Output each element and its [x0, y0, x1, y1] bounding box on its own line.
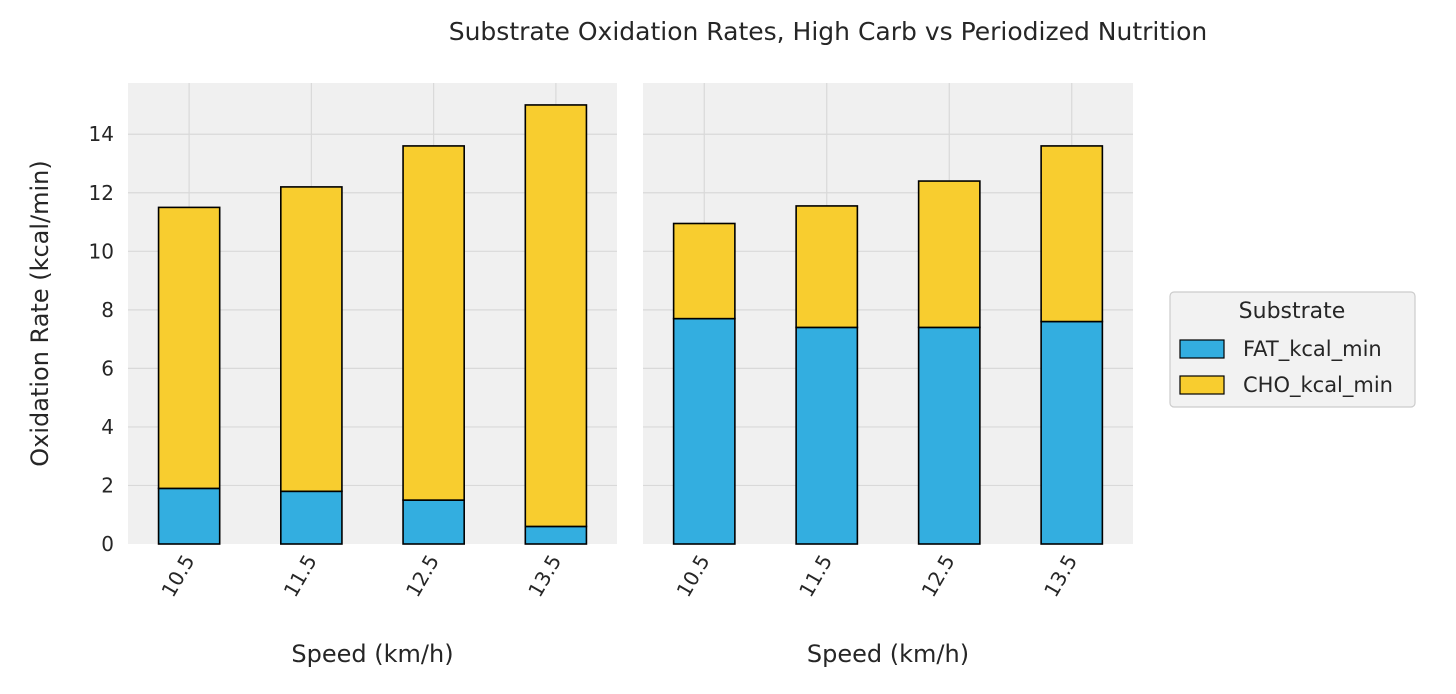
bar-cho-kcal-min-12-5: [917, 180, 981, 329]
bar-fat-kcal-min-12-5: [402, 499, 465, 545]
legend-box: [1169, 291, 1416, 408]
chart-title: Substrate Oxidation Rates, High Carb vs …: [449, 17, 1208, 46]
bar-cho-kcal-min-10-5: [157, 206, 221, 490]
legend-swatch-fat: [1179, 339, 1225, 359]
bar-cho-kcal-min-11-5: [280, 186, 343, 493]
y-tick-label: 10: [89, 239, 114, 263]
y-tick-label: 12: [89, 181, 114, 205]
y-tick-label: 4: [101, 415, 114, 439]
y-tick-label: 14: [89, 122, 114, 146]
legend: Substrate FAT_kcal_min CHO_kcal_min: [1169, 291, 1416, 408]
bars: [672, 145, 1104, 545]
bar-fat-kcal-min-10-5: [157, 487, 221, 545]
y-tick-label: 0: [101, 532, 114, 556]
bar-cho-kcal-min-13-5: [1040, 145, 1104, 323]
bar-cho-kcal-min-11-5: [795, 205, 859, 329]
bar-fat-kcal-min-11-5: [280, 490, 343, 545]
bar-fat-kcal-min-10-5: [672, 317, 736, 545]
x-axis-label: Speed (km/h): [291, 640, 453, 668]
bar-fat-kcal-min-12-5: [917, 326, 981, 545]
bar-cho-kcal-min-12-5: [402, 145, 465, 501]
y-axis-label: Oxidation Rate (kcal/min): [26, 160, 54, 467]
y-tick-labels: 0 2 4 6 8 10 12 14: [89, 122, 114, 556]
legend-label-fat: FAT_kcal_min: [1243, 337, 1382, 362]
bar-cho-kcal-min-10-5: [672, 222, 736, 320]
y-tick-label: 8: [101, 298, 114, 322]
legend-label-cho: CHO_kcal_min: [1243, 373, 1393, 398]
bar-fat-kcal-min-11-5: [795, 326, 859, 545]
bar-fat-kcal-min-13-5: [1040, 320, 1104, 545]
legend-swatch-cho: [1179, 375, 1225, 395]
legend-title: Substrate: [1239, 299, 1346, 324]
panel-periodized: 10.5 11.5 12.5 13.5 Speed (km/h): [643, 83, 1133, 668]
bar-cho-kcal-min-13-5: [524, 104, 588, 528]
y-tick-label: 6: [101, 356, 114, 380]
y-tick-label: 2: [101, 473, 114, 497]
bars: [157, 104, 588, 545]
bar-fat-kcal-min-13-5: [524, 525, 588, 545]
x-axis-label: Speed (km/h): [807, 640, 969, 668]
